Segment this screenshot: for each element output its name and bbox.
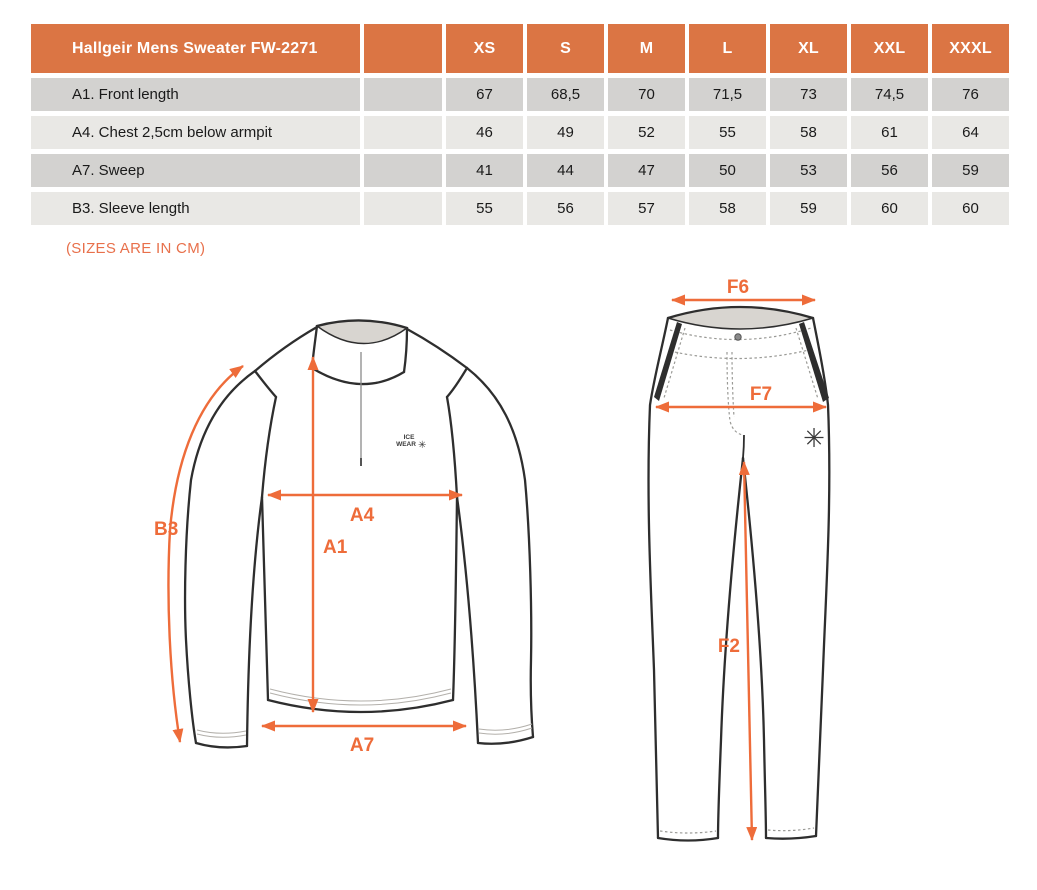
size-value-cell: 52 bbox=[608, 116, 685, 149]
size-col-header-xs: XS bbox=[446, 24, 523, 73]
size-value-cell: 67 bbox=[446, 78, 523, 111]
size-value-cell: 55 bbox=[689, 116, 766, 149]
size-value-cell: 56 bbox=[527, 192, 604, 225]
sweater-measurement-diagram: ICE WEAR ✳ B3 A4 A1 A7 bbox=[154, 319, 535, 756]
size-value-cell: 59 bbox=[932, 154, 1009, 187]
table-header-blank-cell bbox=[364, 24, 442, 73]
size-value-cell: 61 bbox=[851, 116, 928, 149]
size-value-cell: 44 bbox=[527, 154, 604, 187]
size-value-cell: 56 bbox=[851, 154, 928, 187]
pants-measurement-diagram: ✳ F6 F7 F2 bbox=[647, 277, 831, 842]
pants-measure-arrows: F6 F7 F2 bbox=[655, 277, 827, 841]
row-blank-cell bbox=[364, 78, 442, 111]
f2-inseam-arrow bbox=[738, 461, 758, 841]
size-value-cell: 59 bbox=[770, 192, 847, 225]
size-value-cell: 76 bbox=[932, 78, 1009, 111]
row-label-sweep: A7. Sweep bbox=[31, 154, 360, 187]
size-value-cell: 60 bbox=[851, 192, 928, 225]
size-value-cell: 73 bbox=[770, 78, 847, 111]
row-label-sleeve-length: B3. Sleeve length bbox=[31, 192, 360, 225]
icewear-logo: ICE WEAR ✳ bbox=[396, 434, 426, 451]
svg-text:ICE: ICE bbox=[404, 434, 416, 441]
pants-outline bbox=[647, 305, 831, 842]
row-blank-cell bbox=[364, 192, 442, 225]
table-title: Hallgeir Mens Sweater FW-2271 bbox=[31, 24, 360, 73]
pants-snowflake-icon: ✳ bbox=[803, 423, 825, 453]
svg-text:WEAR: WEAR bbox=[396, 441, 416, 448]
right-pocket bbox=[799, 322, 829, 402]
size-value-cell: 60 bbox=[932, 192, 1009, 225]
size-value-cell: 68,5 bbox=[527, 78, 604, 111]
size-value-cell: 53 bbox=[770, 154, 847, 187]
f2-label: F2 bbox=[718, 636, 740, 657]
a4-label: A4 bbox=[350, 505, 375, 526]
size-chart-table: Hallgeir Mens Sweater FW-2271 XS S M L X… bbox=[31, 24, 1009, 225]
row-blank-cell bbox=[364, 154, 442, 187]
size-value-cell: 71,5 bbox=[689, 78, 766, 111]
waist-button bbox=[734, 333, 742, 341]
size-value-cell: 70 bbox=[608, 78, 685, 111]
logo-snowflake-icon: ✳ bbox=[418, 440, 426, 451]
size-value-cell: 41 bbox=[446, 154, 523, 187]
size-col-header-xxxl: XXXL bbox=[932, 24, 1009, 73]
size-value-cell: 64 bbox=[932, 116, 1009, 149]
row-blank-cell bbox=[364, 116, 442, 149]
sweater-measure-arrows: B3 A4 A1 A7 bbox=[154, 356, 467, 756]
size-col-header-m: M bbox=[608, 24, 685, 73]
units-note: (SIZES ARE IN CM) bbox=[66, 240, 206, 257]
sweater-outline bbox=[183, 319, 535, 749]
size-value-cell: 57 bbox=[608, 192, 685, 225]
a1-label: A1 bbox=[323, 537, 348, 558]
row-label-chest: A4. Chest 2,5cm below armpit bbox=[31, 116, 360, 149]
size-col-header-l: L bbox=[689, 24, 766, 73]
b3-label: B3 bbox=[154, 519, 178, 540]
size-value-cell: 49 bbox=[527, 116, 604, 149]
size-value-cell: 55 bbox=[446, 192, 523, 225]
b3-sleeve-arrow bbox=[167, 365, 244, 743]
a7-label: A7 bbox=[350, 735, 374, 756]
size-value-cell: 58 bbox=[689, 192, 766, 225]
size-col-header-xxl: XXL bbox=[851, 24, 928, 73]
size-value-cell: 74,5 bbox=[851, 78, 928, 111]
size-value-cell: 47 bbox=[608, 154, 685, 187]
size-col-header-xl: XL bbox=[770, 24, 847, 73]
f6-label: F6 bbox=[727, 277, 749, 298]
size-value-cell: 46 bbox=[446, 116, 523, 149]
size-value-cell: 50 bbox=[689, 154, 766, 187]
f7-label: F7 bbox=[750, 384, 772, 405]
row-label-front-length: A1. Front length bbox=[31, 78, 360, 111]
size-col-header-s: S bbox=[527, 24, 604, 73]
left-pocket bbox=[654, 322, 682, 401]
size-value-cell: 58 bbox=[770, 116, 847, 149]
